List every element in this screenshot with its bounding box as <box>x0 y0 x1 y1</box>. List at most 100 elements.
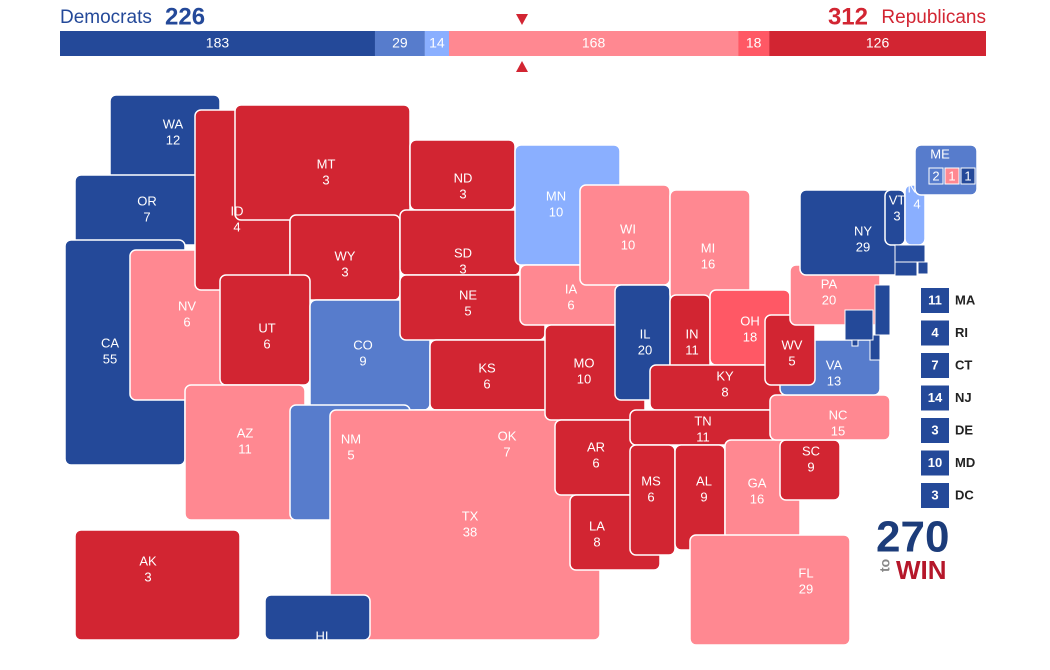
state-abbr: GA <box>748 475 767 490</box>
bar-segment <box>738 31 770 56</box>
state-votes: 9 <box>359 353 366 368</box>
state-votes: 6 <box>483 376 490 391</box>
state-abbr: NV <box>178 298 196 313</box>
state-votes: 6 <box>183 314 190 329</box>
small-state-votes: 14 <box>928 390 943 405</box>
dem-total: 226 <box>165 3 205 30</box>
state-abbr: IN <box>686 326 699 341</box>
state-abbr: CA <box>101 335 119 350</box>
small-state <box>917 261 929 275</box>
district-votes: 2 <box>932 168 939 183</box>
state-abbr: TX <box>462 508 479 523</box>
state-abbr: ID <box>231 203 244 218</box>
state-votes: 3 <box>322 172 329 187</box>
small-state <box>874 284 891 336</box>
small-state-box <box>921 320 949 346</box>
small-state <box>894 261 918 277</box>
state-abbr: OR <box>137 193 157 208</box>
state-votes: 18 <box>743 329 757 344</box>
bar-segment <box>60 31 375 56</box>
state-votes: 6 <box>263 336 270 351</box>
state-abbr: PA <box>821 276 838 291</box>
state-abbr: LA <box>589 518 605 533</box>
state-abbr: IL <box>640 326 651 341</box>
state-abbr: AK <box>139 553 157 568</box>
state-votes: 5 <box>464 303 471 318</box>
state-votes: 10 <box>577 371 591 386</box>
state-votes: 6 <box>567 297 574 312</box>
bar-label: 29 <box>392 35 408 51</box>
state-votes: 3 <box>893 208 900 223</box>
state-votes: 3 <box>459 261 466 276</box>
small-state-box <box>921 288 949 313</box>
state-abbr: WI <box>620 221 636 236</box>
small-state-votes: 3 <box>931 422 938 437</box>
state-votes: 16 <box>701 256 715 271</box>
state-votes: 20 <box>822 292 836 307</box>
small-state-box <box>921 418 949 443</box>
small-state-votes: 4 <box>931 325 939 340</box>
district-votes: 1 <box>964 168 971 183</box>
marker-top <box>516 14 528 25</box>
state-abbr: AZ <box>237 425 254 440</box>
state-votes: 7 <box>503 444 510 459</box>
state-votes: 5 <box>347 447 354 462</box>
state-votes: 9 <box>807 459 814 474</box>
state-votes: 9 <box>700 489 707 504</box>
state-votes: 5 <box>788 353 795 368</box>
bar-label: 168 <box>582 35 606 51</box>
dem-label: Democrats <box>60 7 152 28</box>
small-state <box>851 339 859 347</box>
bar-segment <box>374 31 425 56</box>
small-state-box <box>921 483 949 508</box>
state-votes: 11 <box>238 441 252 456</box>
state-votes: 38 <box>463 524 477 539</box>
state-abbr: WY <box>335 248 356 263</box>
state-votes: 3 <box>459 186 466 201</box>
logo-number: 270 <box>876 513 949 562</box>
small-state-abbr: NJ <box>955 390 972 405</box>
logo-win: WIN <box>896 555 947 585</box>
state-abbr: WA <box>163 116 184 131</box>
rep-total: 312 <box>828 3 868 30</box>
state-votes: 13 <box>827 373 841 388</box>
state-abbr: NY <box>854 223 872 238</box>
state-votes: 4 <box>233 219 240 234</box>
bar-segment <box>769 31 986 56</box>
small-state-abbr: RI <box>955 325 968 340</box>
state-votes: 11 <box>696 429 710 444</box>
bar-label: 183 <box>206 35 230 51</box>
state-votes: 11 <box>685 342 699 357</box>
state-abbr: MN <box>546 188 566 203</box>
state-abbr: HI <box>316 628 329 643</box>
state-abbr: NE <box>459 287 477 302</box>
state-abbr: KY <box>716 368 734 383</box>
state-votes: 4 <box>913 196 920 211</box>
state-votes: 29 <box>799 581 813 596</box>
state-abbr: MO <box>574 355 595 370</box>
state-votes: 6 <box>647 489 654 504</box>
state-votes: 3 <box>144 569 151 584</box>
state-abbr: SD <box>454 245 472 260</box>
small-state-abbr: DC <box>955 487 974 502</box>
state-votes: 6 <box>592 455 599 470</box>
state-votes: 8 <box>593 534 600 549</box>
state-votes: 29 <box>856 239 870 254</box>
state-votes: 3 <box>341 264 348 279</box>
bar-label: 14 <box>429 35 445 51</box>
state-abbr: AR <box>587 439 605 454</box>
state-abbr: UT <box>258 320 275 335</box>
state-abbr: ND <box>454 170 473 185</box>
state-abbr: MS <box>641 473 661 488</box>
state-abbr: NM <box>341 431 361 446</box>
state-abbr: MI <box>701 240 715 255</box>
bar-label: 126 <box>866 35 890 51</box>
state-votes: 4 <box>318 644 325 659</box>
state-votes: 10 <box>549 204 563 219</box>
state <box>689 534 851 646</box>
state-abbr: OK <box>498 428 517 443</box>
state-abbr: VT <box>889 192 906 207</box>
district-votes: 1 <box>948 168 955 183</box>
state-votes: 10 <box>621 237 635 252</box>
